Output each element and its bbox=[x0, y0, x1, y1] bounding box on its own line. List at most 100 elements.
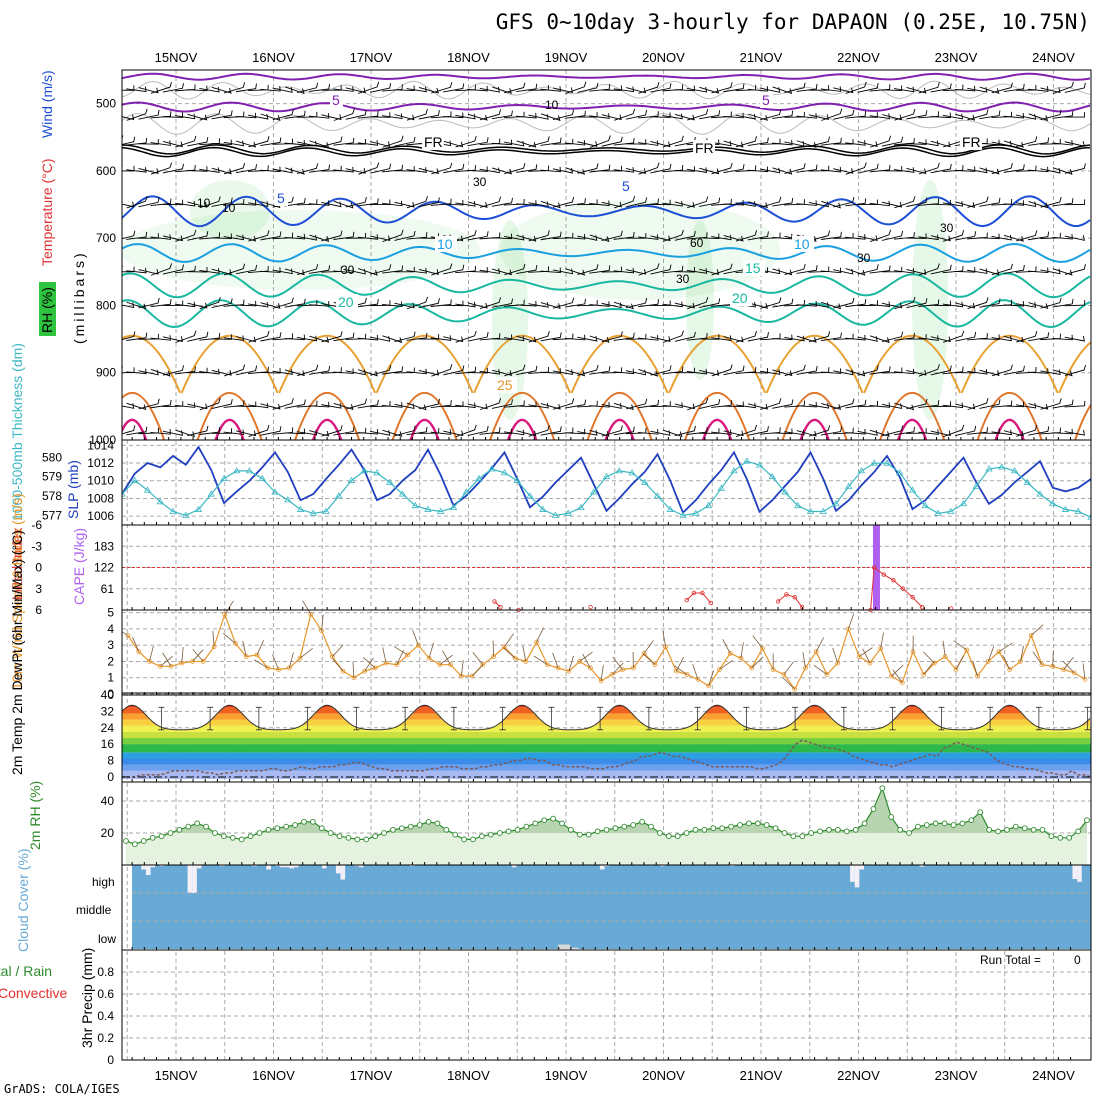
wind-speed-point bbox=[760, 646, 765, 651]
wind-barb-10m bbox=[998, 642, 1013, 653]
wind-barb bbox=[955, 113, 976, 121]
wind-barb bbox=[175, 229, 197, 242]
wind-barb bbox=[443, 83, 465, 93]
wind-barb bbox=[431, 162, 453, 175]
thickness-point bbox=[564, 509, 572, 516]
wind-barb bbox=[699, 268, 720, 276]
wind-barb bbox=[516, 300, 537, 307]
thickness-point bbox=[819, 507, 827, 514]
wind-barb bbox=[122, 85, 135, 91]
rh2m-point bbox=[594, 828, 601, 835]
wind-barb bbox=[236, 140, 257, 148]
wind-barb bbox=[711, 82, 733, 94]
precip-tick: 0.4 bbox=[97, 1009, 114, 1023]
wind-barb bbox=[235, 401, 257, 407]
wind-barb bbox=[418, 110, 440, 120]
wind-barb-10m bbox=[611, 662, 624, 675]
wind-barb bbox=[260, 166, 281, 173]
wind-speed-point bbox=[996, 649, 1002, 655]
slp-tick: 1012 bbox=[87, 456, 114, 470]
wind-barb bbox=[833, 197, 855, 208]
freezing-line bbox=[122, 144, 1091, 155]
wind-barb bbox=[711, 335, 732, 342]
wind-barb bbox=[954, 367, 976, 374]
wind-barb bbox=[1003, 140, 1024, 148]
wind-barb-10m bbox=[472, 652, 484, 665]
date-bottom-2: 17NOV bbox=[350, 1068, 393, 1083]
rh2m-point bbox=[950, 822, 957, 828]
high-cloud-clear bbox=[141, 865, 146, 870]
thickness-point bbox=[526, 492, 534, 499]
temp-tick: 8 bbox=[107, 754, 114, 768]
wind-barb bbox=[796, 164, 818, 173]
high-cloud-clear bbox=[289, 865, 295, 869]
rh2m-point bbox=[995, 828, 1001, 835]
wind-barb bbox=[199, 427, 221, 435]
high-cloud-clear bbox=[294, 865, 299, 868]
wind-barb-10m bbox=[848, 613, 855, 630]
wind-barb bbox=[187, 85, 208, 92]
wind-barb bbox=[174, 165, 196, 173]
wind-barb bbox=[772, 139, 793, 146]
wind-barb bbox=[967, 369, 988, 375]
wind-speed-point bbox=[985, 659, 991, 664]
wind-barb bbox=[991, 400, 1013, 408]
thickness-point bbox=[857, 467, 866, 474]
thickness-point bbox=[513, 476, 521, 483]
wind-barb bbox=[528, 136, 550, 148]
low-cloud-clear bbox=[558, 944, 571, 949]
rh2m-point bbox=[639, 818, 645, 825]
wind-barb bbox=[772, 428, 793, 435]
wind-barb bbox=[1064, 141, 1085, 147]
wind-barb-10m bbox=[892, 669, 903, 683]
date-top-9: 24NOV bbox=[1032, 50, 1075, 65]
temp-band bbox=[122, 705, 1091, 708]
contour-label: 20 bbox=[732, 290, 748, 306]
wind-barb-10m bbox=[858, 647, 873, 657]
high-cloud-clear bbox=[159, 865, 165, 867]
wind-speed-point bbox=[867, 660, 873, 666]
wind-barb bbox=[845, 111, 867, 119]
wind-barb bbox=[735, 402, 756, 409]
wind-barb bbox=[540, 86, 561, 92]
thickness-point bbox=[220, 474, 228, 482]
wind-barb bbox=[370, 264, 392, 275]
wind-barb bbox=[942, 265, 964, 274]
wind-barb bbox=[564, 234, 586, 240]
wind-barb bbox=[150, 111, 172, 119]
thickness-point bbox=[386, 478, 394, 485]
wind-barb bbox=[126, 368, 147, 375]
rh-contour bbox=[122, 113, 1091, 135]
wind-barb bbox=[821, 200, 841, 209]
wind-barb-10m bbox=[288, 652, 294, 669]
thickness-point bbox=[373, 469, 381, 476]
wind-barb bbox=[308, 401, 330, 408]
wind-barb bbox=[870, 229, 892, 243]
wind-speed-point bbox=[673, 668, 679, 674]
thickness-point bbox=[194, 505, 203, 512]
rh2m-point bbox=[434, 820, 441, 827]
wind-barb bbox=[747, 166, 769, 173]
wind-barb bbox=[930, 235, 951, 242]
thickness-point bbox=[322, 507, 330, 514]
wind-barb-10m bbox=[692, 664, 699, 680]
temp-band bbox=[122, 719, 1091, 726]
wind-barb bbox=[126, 332, 148, 341]
wind-barb bbox=[711, 234, 732, 241]
wind-barb bbox=[455, 113, 476, 120]
wind-barb bbox=[735, 230, 757, 242]
wind-speed-point bbox=[975, 673, 980, 679]
date-top-1: 16NOV bbox=[252, 50, 295, 65]
thickness-point bbox=[182, 511, 190, 518]
rh2m-axis-label: 2m RH (%) bbox=[27, 781, 43, 850]
wind-barb bbox=[893, 86, 915, 93]
thickness-point bbox=[122, 490, 126, 497]
wind-barb bbox=[943, 330, 965, 343]
contour-label-bg bbox=[422, 134, 444, 150]
precip-tick: 0 bbox=[107, 1053, 114, 1067]
wind-barb bbox=[308, 113, 330, 119]
rh2m-point bbox=[176, 826, 183, 833]
wind-barb bbox=[699, 167, 720, 175]
minmax-bar bbox=[353, 706, 360, 731]
